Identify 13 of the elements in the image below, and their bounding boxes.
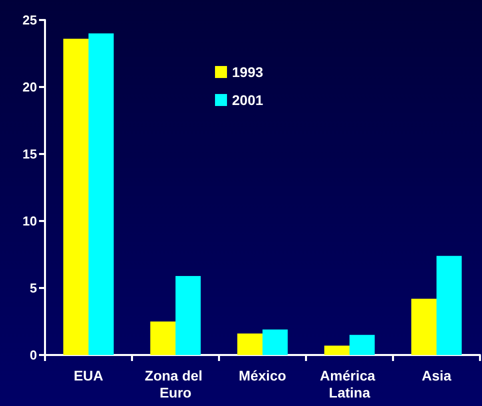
y-tick-label: 0	[30, 348, 37, 362]
y-tick-label: 5	[30, 280, 37, 296]
x-tick-label: Asia	[422, 368, 452, 384]
y-tick-label: 10	[22, 214, 37, 228]
legend-label: 1993	[232, 64, 264, 80]
x-tick-label: México	[238, 368, 286, 384]
y-tick-label: 20	[22, 80, 37, 94]
y-tick-label: 15	[22, 146, 37, 162]
x-tick-label: América Latina	[320, 368, 380, 400]
x-tick-label: Zona del Euro	[144, 368, 206, 400]
y-tick-label: 25	[22, 12, 37, 28]
x-tick-label: EUA	[74, 368, 104, 384]
legend-label: 2001	[232, 92, 264, 108]
